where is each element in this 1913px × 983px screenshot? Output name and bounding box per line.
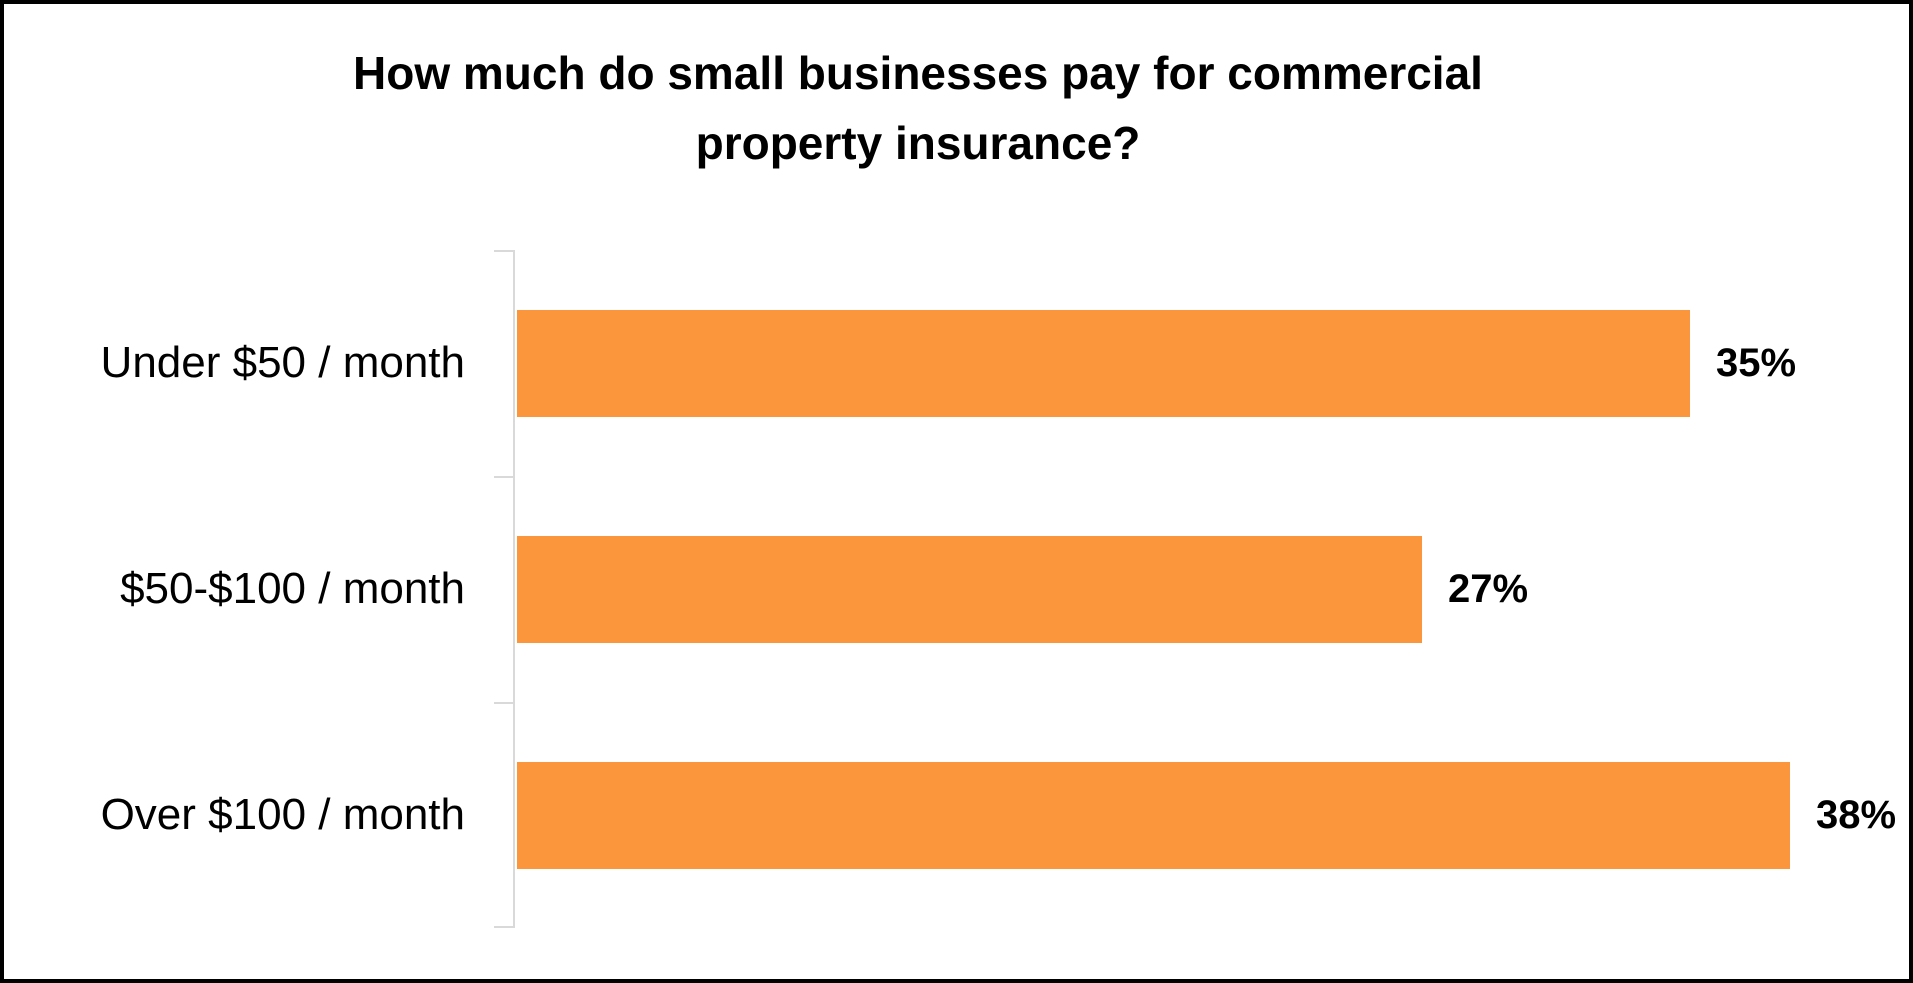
chart-title-line1: How much do small businesses pay for com… — [353, 47, 1483, 99]
category-label: Under $50 / month — [100, 338, 465, 387]
bar — [517, 762, 1790, 869]
chart-title: How much do small businesses pay for com… — [4, 38, 1832, 178]
axis-tick — [494, 476, 513, 478]
value-label: 35% — [1716, 341, 1797, 385]
category-label: Over $100 / month — [100, 790, 465, 839]
category-label: $50-$100 / month — [120, 564, 465, 613]
axis-tick — [494, 702, 513, 704]
plot-area: Under $50 / month 35% $50-$100 / month 27% O… — [4, 4, 1909, 979]
chart-title-line2: property insurance? — [695, 117, 1141, 169]
category-axis-line — [513, 250, 515, 928]
bar — [517, 536, 1422, 643]
axis-tick — [494, 926, 513, 928]
value-label: 38% — [1816, 793, 1897, 837]
axis-tick — [494, 250, 513, 252]
value-label: 27% — [1448, 567, 1529, 611]
bar — [517, 310, 1690, 417]
